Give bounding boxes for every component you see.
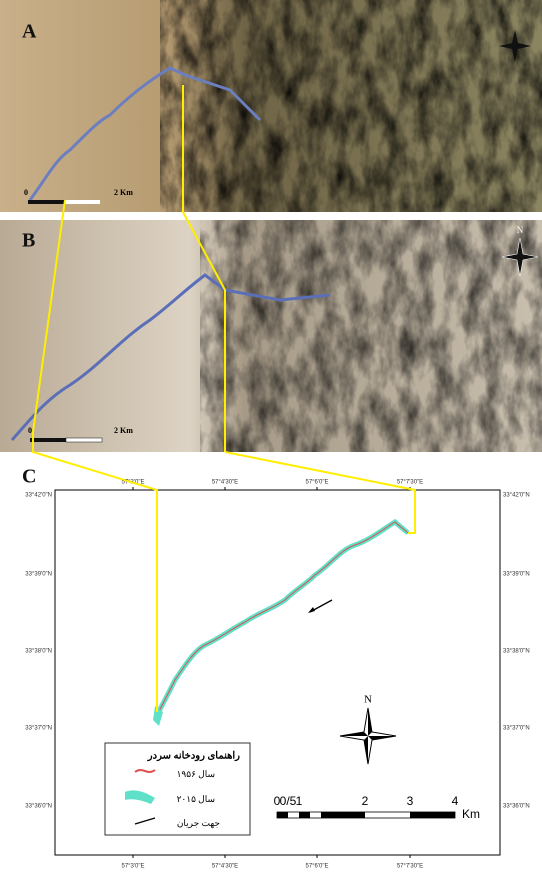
legend-item: سال ۱۹۵۶	[177, 769, 215, 779]
panel-label: C	[22, 466, 36, 488]
scale-bar-segment	[277, 812, 288, 818]
north-label: N	[364, 694, 372, 706]
x-tick-label: 57°6'0"E	[305, 480, 328, 486]
scale-bar	[64, 200, 100, 204]
x-tick-label: 57°7'30"E	[397, 480, 423, 486]
legend-item: سال ۲۰۱۵	[177, 794, 215, 804]
x-tick-label: 57°3'0"E	[121, 864, 144, 870]
figure: A 0 2 Km B 0 2 Km N C N راهنمای رودخانه …	[0, 0, 542, 874]
legend-item: جهت جریان	[177, 818, 220, 829]
y-tick-label: 33°42'0"N	[503, 493, 530, 499]
scale-label: 1	[296, 794, 303, 808]
scale-label: 4	[452, 794, 459, 808]
scale-bar	[66, 438, 102, 442]
x-tick-label: 57°4'30"E	[212, 864, 238, 870]
scale-label: 2 Km	[114, 426, 133, 435]
terrain	[200, 220, 542, 452]
scale-label: 2 Km	[114, 188, 133, 197]
scale-bar-segment	[299, 812, 310, 818]
scale-label: 0/5	[280, 794, 297, 808]
y-tick-label: 33°37'0"N	[503, 726, 530, 732]
panel-label: A	[22, 21, 37, 43]
y-tick-label: 33°38'0"N	[503, 649, 530, 655]
y-tick-label: 33°39'0"N	[503, 572, 530, 578]
panel-a: A 0 2 Km	[0, 0, 542, 212]
scale-bar	[30, 438, 66, 442]
scale-label: 0	[28, 426, 32, 435]
north-label: N	[517, 225, 524, 235]
terrain	[160, 0, 542, 212]
scale-bar	[28, 200, 64, 204]
y-tick-label: 33°36'0"N	[25, 804, 52, 810]
scale-bar-segment	[321, 812, 365, 818]
y-tick-label: 33°37'0"N	[25, 726, 52, 732]
panel-c: C N راهنمای رودخانه سردر سال ۱۹۵۶ سال ۲۰…	[22, 466, 530, 870]
y-tick-label: 33°42'0"N	[25, 493, 52, 499]
y-tick-label: 33°38'0"N	[25, 649, 52, 655]
scale-bar-segment	[410, 812, 455, 818]
panel-b: B 0 2 Km N	[0, 220, 542, 452]
x-tick-label: 57°6'0"E	[305, 864, 328, 870]
scale-label: 3	[407, 794, 414, 808]
scale-bar	[277, 812, 455, 818]
x-tick-label: 57°4'30"E	[212, 480, 238, 486]
y-tick-label: 33°39'0"N	[25, 572, 52, 578]
x-tick-label: 57°7'30"E	[397, 864, 423, 870]
panel-label: B	[22, 230, 35, 252]
scale-label: 2	[362, 794, 369, 808]
y-tick-label: 33°36'0"N	[503, 804, 530, 810]
legend-title: راهنمای رودخانه سردر	[147, 750, 240, 761]
scale-unit: Km	[462, 807, 480, 821]
scale-label: 0	[24, 188, 28, 197]
